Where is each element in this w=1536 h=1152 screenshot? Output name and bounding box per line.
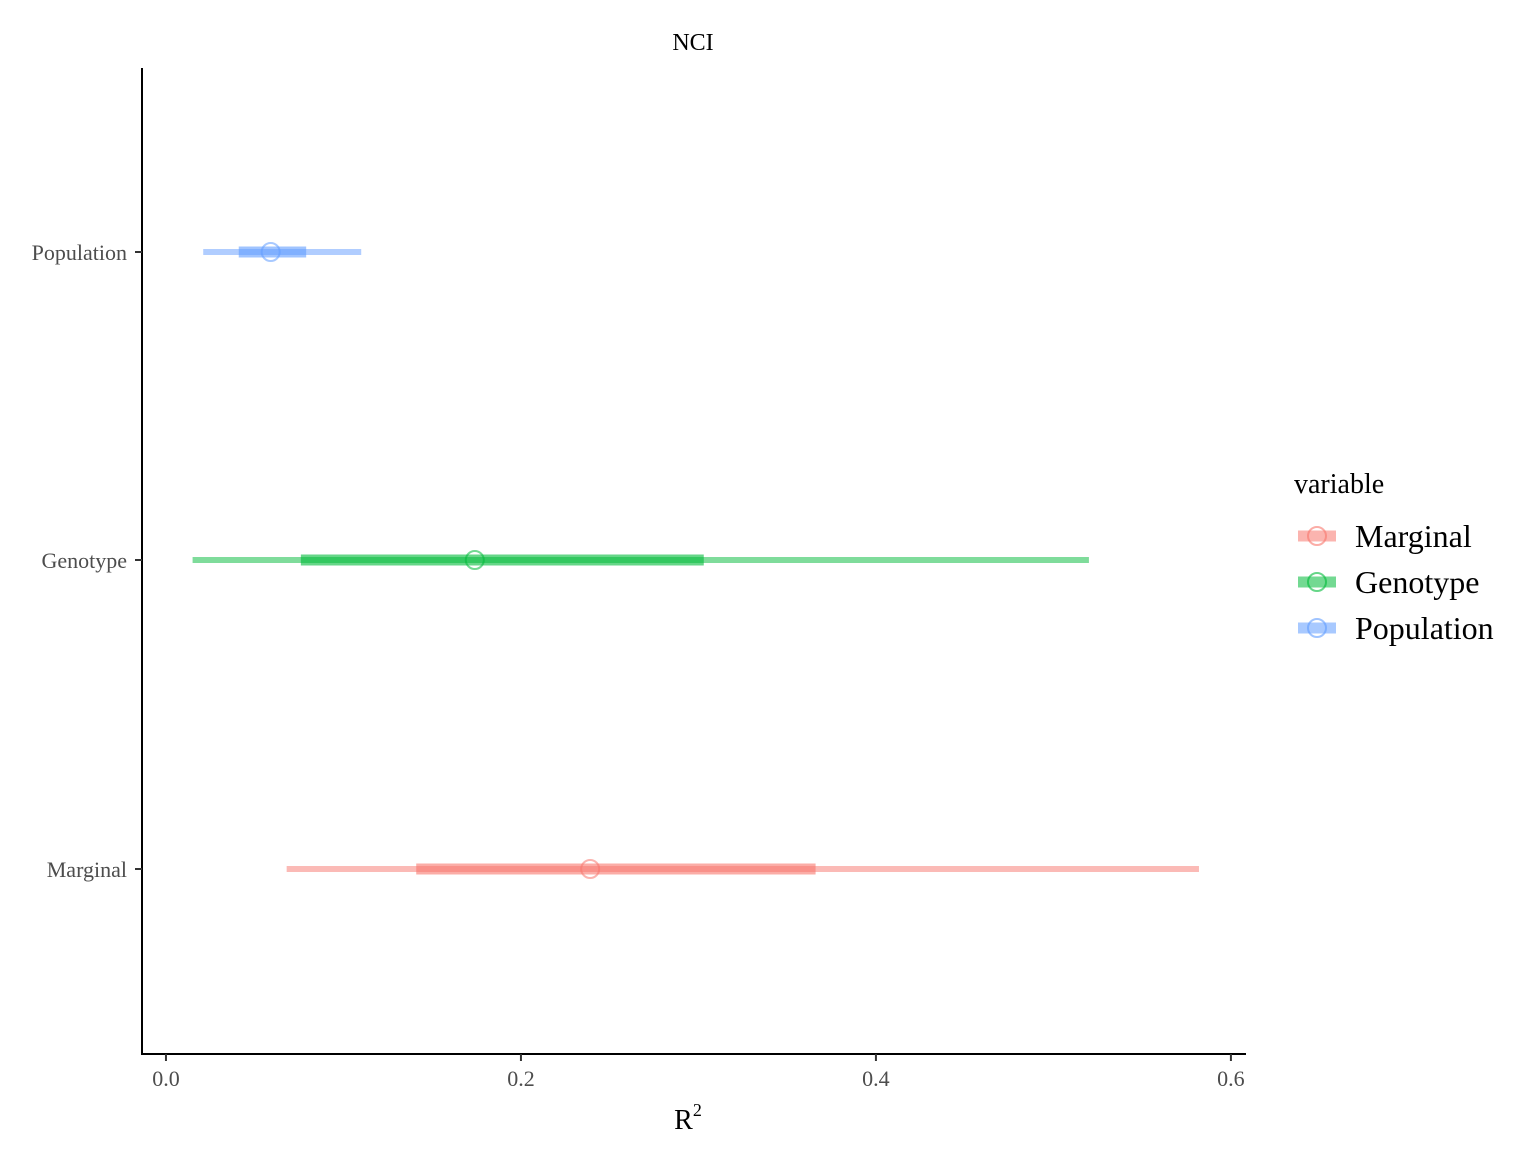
legend-key-point <box>1307 572 1327 592</box>
x-tick-label: 0.0 <box>152 1066 180 1091</box>
legend-item-population: Population <box>1298 610 1494 646</box>
y-tick-label-genotype: Genotype <box>41 548 127 573</box>
x-axis-title-superscript: 2 <box>693 1100 702 1120</box>
point-estimate-population <box>260 242 281 262</box>
legend-item-genotype: Genotype <box>1298 564 1479 600</box>
legend: variable Marginal Genotype Population <box>1294 469 1494 646</box>
y-tick-label-population: Population <box>32 240 127 265</box>
y-axis-ticks: Population Genotype Marginal <box>32 240 142 882</box>
series-genotype <box>192 550 1089 570</box>
point-estimate-marginal <box>580 859 601 879</box>
legend-label-population: Population <box>1355 610 1494 646</box>
series-marginal <box>286 859 1199 879</box>
x-tick-label: 0.4 <box>862 1066 890 1091</box>
x-axis-ticks: 0.0 0.2 0.4 0.6 <box>152 1054 1245 1091</box>
chart-title: NCI <box>672 30 713 56</box>
series-population <box>203 242 362 262</box>
plot-marks <box>192 242 1199 879</box>
point-estimate-genotype <box>464 550 485 570</box>
x-axis-title: R2 <box>674 1100 702 1136</box>
legend-key-point <box>1307 618 1327 638</box>
legend-title: variable <box>1294 469 1384 500</box>
x-axis-title-main: R <box>674 1105 693 1136</box>
legend-item-marginal: Marginal <box>1298 518 1472 554</box>
y-tick-label-marginal: Marginal <box>47 857 127 882</box>
x-tick-label: 0.2 <box>507 1066 535 1091</box>
legend-label-marginal: Marginal <box>1355 518 1472 554</box>
legend-label-genotype: Genotype <box>1355 564 1479 600</box>
x-tick-label: 0.6 <box>1217 1066 1245 1091</box>
legend-key-point <box>1307 526 1327 546</box>
